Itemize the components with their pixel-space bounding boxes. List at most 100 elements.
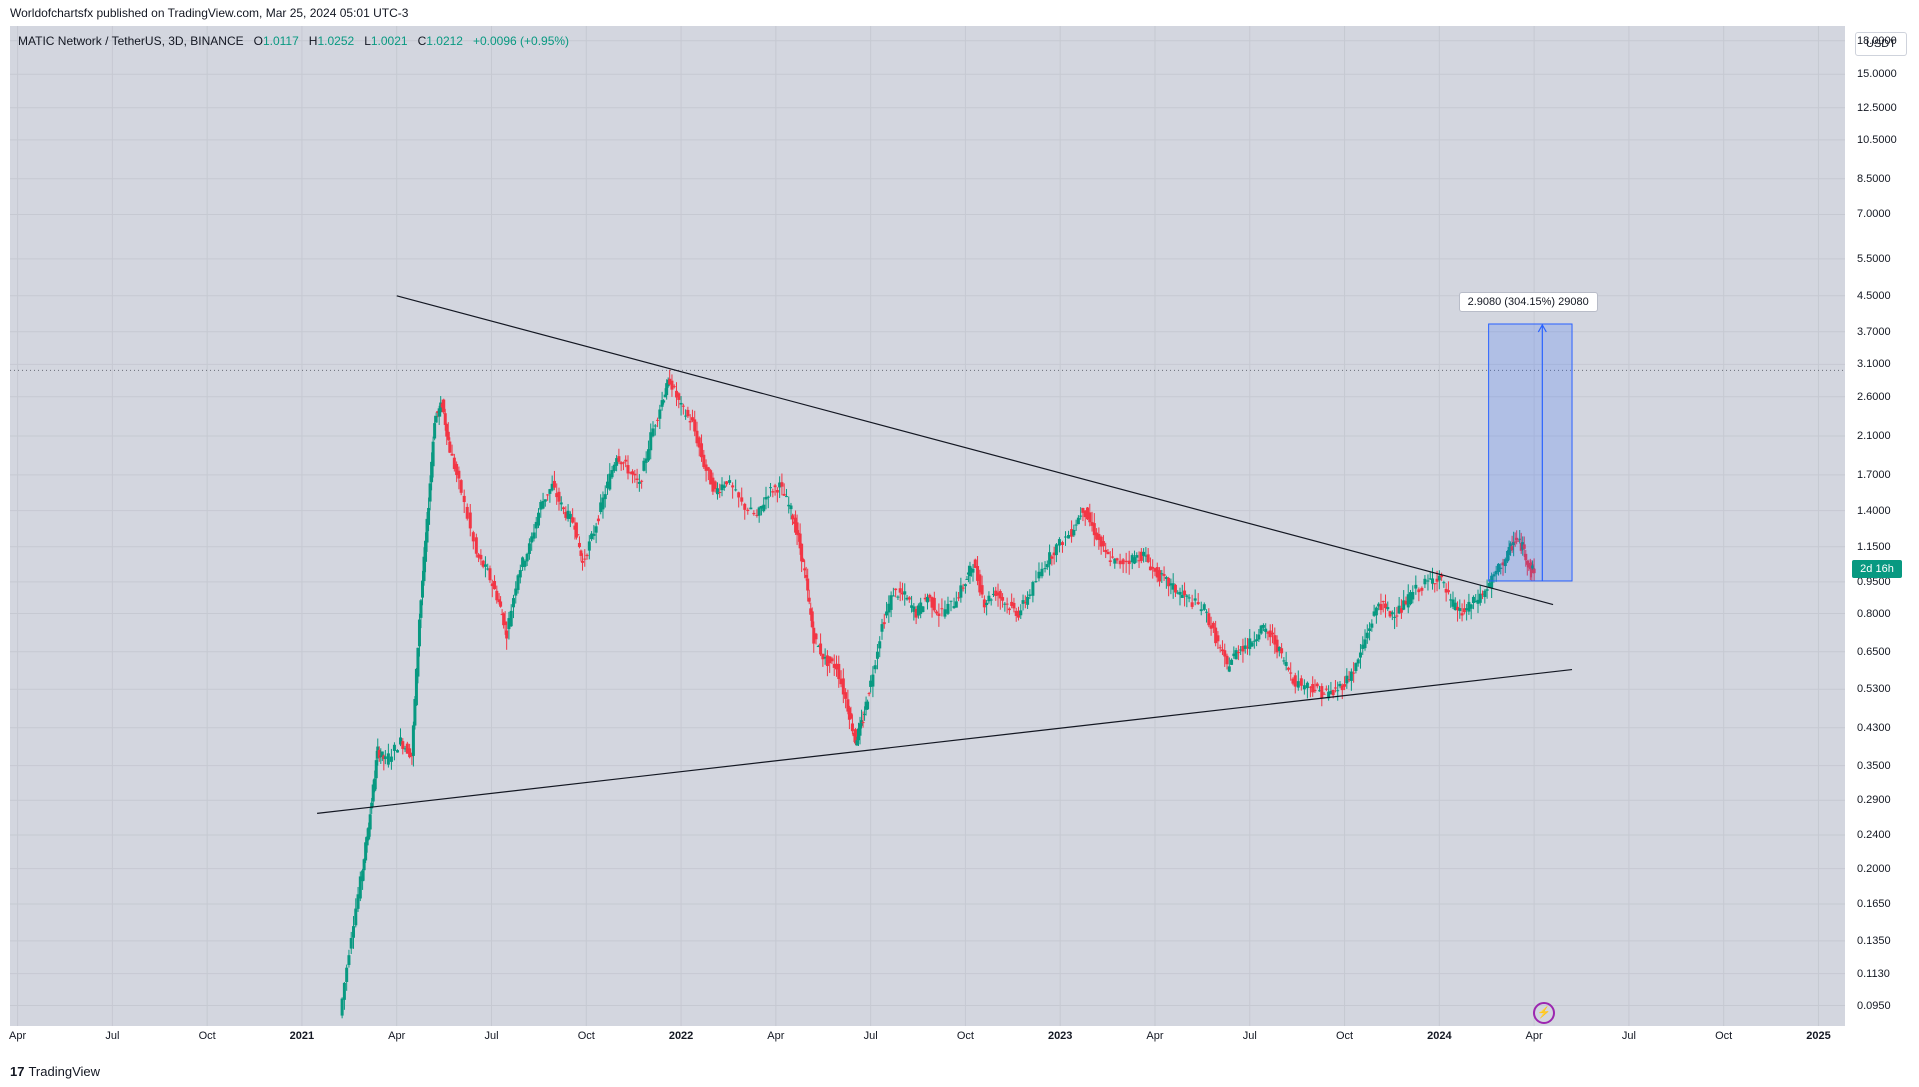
candle-body: [1490, 575, 1494, 589]
candle-body: [579, 550, 583, 556]
candle-body: [1331, 689, 1335, 696]
candle-body: [574, 522, 578, 538]
candle-body: [1449, 599, 1453, 601]
candle-body: [379, 755, 383, 757]
candle-body: [784, 496, 788, 498]
candle-body: [749, 507, 753, 510]
candle-body: [368, 814, 372, 830]
price-tick-label: 0.8000: [1857, 607, 1891, 620]
candle-body: [697, 437, 701, 448]
candle-body: [846, 699, 850, 712]
candle-body: [932, 597, 936, 611]
candle-body: [1250, 642, 1254, 647]
candle-body: [791, 515, 795, 520]
candle-body: [483, 564, 487, 567]
candle-body: [809, 608, 813, 615]
close-value: 1.0212: [426, 34, 463, 48]
plot-area[interactable]: MATIC Network / TetherUS, 3D, BINANCE O1…: [10, 26, 1845, 1026]
candle-body: [1368, 628, 1372, 631]
candle-body: [347, 955, 351, 965]
candle-body: [516, 575, 520, 591]
candle-body: [511, 598, 515, 608]
price-tick-label: 4.5000: [1857, 289, 1891, 302]
time-tick-label: Jul: [105, 1030, 120, 1042]
candle-body: [414, 668, 418, 706]
candle-body: [1296, 681, 1300, 688]
candle-body: [495, 590, 499, 601]
candle-body: [969, 568, 973, 572]
candle-body: [1048, 552, 1052, 565]
candle-body: [882, 622, 886, 625]
candle-body: [356, 894, 360, 909]
symbol-legend: MATIC Network / TetherUS, 3D, BINANCE O1…: [18, 34, 569, 48]
candle-body: [1115, 558, 1119, 561]
candle-body: [961, 587, 965, 589]
candle-body: [573, 525, 577, 530]
candle-body: [428, 483, 432, 502]
price-tick-label: 0.9500: [1857, 575, 1891, 588]
candle-body: [1130, 555, 1134, 563]
price-chart[interactable]: [10, 26, 1845, 1026]
candle-body: [863, 713, 867, 715]
candle-body: [382, 755, 386, 760]
candle-body: [1241, 645, 1245, 652]
candle-body: [457, 470, 461, 479]
candle-body: [1095, 532, 1099, 540]
chart-frame[interactable]: MATIC Network / TetherUS, 3D, BINANCE O1…: [9, 26, 1910, 1054]
candle-body: [1469, 604, 1473, 609]
candle-body: [427, 507, 431, 525]
candle-body: [1458, 608, 1462, 612]
candle-body: [424, 540, 428, 562]
candle-body: [1021, 600, 1025, 604]
candle-body: [795, 522, 799, 535]
candle-body: [571, 517, 575, 523]
candle-body: [1264, 628, 1268, 632]
candle-body: [1099, 536, 1103, 547]
low-label: L: [364, 34, 371, 48]
candle-body: [746, 509, 750, 512]
candle-body: [1142, 551, 1146, 556]
candle-body: [1467, 601, 1471, 612]
candle-body: [907, 597, 911, 600]
candle-body: [342, 982, 346, 1000]
candle-body: [1239, 649, 1243, 651]
candle-body: [861, 722, 865, 724]
lightning-icon[interactable]: ⚡: [1533, 1002, 1555, 1024]
price-tick-label: 0.4300: [1857, 721, 1891, 734]
time-tick-label: Jul: [484, 1030, 499, 1042]
candle-body: [1372, 611, 1376, 616]
candle-body: [1214, 627, 1218, 644]
candle-body: [514, 588, 518, 596]
candle-body: [1428, 578, 1432, 580]
candle-body: [497, 599, 501, 603]
candle-body: [417, 619, 421, 647]
candle-body: [1417, 589, 1421, 593]
candle-body: [395, 750, 399, 753]
candle-body: [778, 482, 782, 488]
candle-body: [527, 543, 531, 554]
time-tick-label: Apr: [9, 1030, 27, 1042]
candle-body: [1060, 542, 1064, 546]
candle-body: [889, 595, 893, 610]
price-tick-label: 10.5000: [1857, 133, 1897, 146]
candle-body: [1471, 596, 1475, 604]
currency-button[interactable]: USDT: [1855, 32, 1907, 56]
candle-body: [706, 467, 710, 471]
candle-body: [1037, 571, 1041, 579]
candle-body: [731, 485, 735, 488]
candle-body: [1277, 646, 1281, 651]
candle-body: [725, 481, 729, 485]
candle-body: [1040, 568, 1044, 577]
candle-body: [383, 756, 387, 759]
candle-body: [446, 431, 450, 440]
candle-body: [1512, 541, 1516, 546]
price-tick-label: 3.1000: [1857, 358, 1891, 371]
candle-body: [910, 605, 914, 608]
time-tick-label: 2023: [1047, 1030, 1073, 1042]
candle-body: [798, 533, 802, 549]
candle-body: [662, 400, 666, 403]
candle-body: [1481, 593, 1485, 595]
footer-brand[interactable]: 17 TradingView: [10, 1064, 100, 1079]
candle-body: [1252, 640, 1256, 642]
candle-body: [422, 556, 426, 582]
